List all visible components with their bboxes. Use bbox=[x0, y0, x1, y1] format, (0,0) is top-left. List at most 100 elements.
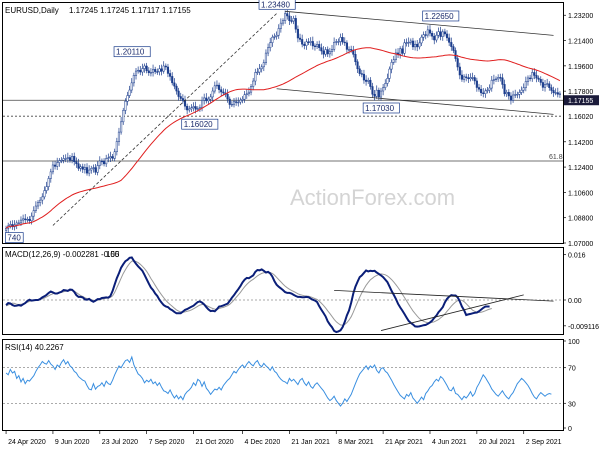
candle-body bbox=[492, 79, 495, 81]
candle-body bbox=[264, 52, 268, 63]
candle-body bbox=[445, 33, 449, 39]
candle-body bbox=[245, 93, 248, 95]
candle-body bbox=[258, 68, 261, 73]
candle-body bbox=[392, 59, 395, 63]
candle-body bbox=[531, 72, 534, 80]
candle-body bbox=[303, 43, 306, 46]
candle-body bbox=[441, 31, 444, 37]
candle-body bbox=[77, 163, 80, 169]
candle-body bbox=[301, 39, 304, 45]
candle-body bbox=[371, 86, 374, 95]
candle-body bbox=[54, 164, 57, 167]
candle-body bbox=[60, 159, 63, 162]
candle-body bbox=[64, 158, 67, 160]
candle-body bbox=[88, 169, 91, 174]
candle-body bbox=[416, 43, 419, 48]
date-tick-label: 8 Mar 2021 bbox=[338, 439, 374, 446]
candle-body bbox=[107, 157, 110, 159]
fib-label: 61.8 bbox=[549, 154, 563, 161]
candle-body bbox=[494, 78, 498, 80]
candle-body bbox=[209, 96, 212, 100]
price-tick-label: 1.10600 bbox=[568, 190, 593, 197]
candle-body bbox=[196, 108, 199, 110]
date-tick-label: 21 Oct 2020 bbox=[196, 439, 234, 446]
candle-body bbox=[186, 105, 189, 111]
macd-line bbox=[5, 256, 490, 334]
candle-body bbox=[431, 32, 434, 37]
candle-body bbox=[192, 106, 195, 109]
candle-body bbox=[254, 72, 257, 82]
macd-panel-frame bbox=[2, 247, 564, 335]
candle-body bbox=[66, 157, 69, 159]
date-tick-label: 23 Jul 2020 bbox=[102, 439, 138, 446]
macd-tick-label: 0.016 bbox=[568, 253, 586, 260]
candle-body bbox=[181, 98, 184, 101]
candle-body bbox=[273, 36, 276, 38]
candle-body bbox=[198, 107, 201, 109]
candle-body bbox=[469, 77, 472, 80]
candle-body bbox=[85, 167, 89, 174]
candle-body bbox=[548, 83, 551, 88]
price-axis: 1.232001.214001.196001.178001.160001.142… bbox=[563, 13, 599, 248]
candle-body bbox=[424, 34, 427, 36]
price-label-text: 1.23480 bbox=[261, 0, 290, 9]
candle-body bbox=[535, 75, 538, 79]
candle-body bbox=[556, 92, 559, 95]
candle-body bbox=[422, 34, 425, 38]
candle-body bbox=[373, 94, 376, 97]
candle-body bbox=[203, 97, 206, 101]
candle-body bbox=[247, 91, 250, 95]
candle-body bbox=[188, 108, 191, 111]
candle-body bbox=[305, 41, 308, 46]
candle-body bbox=[30, 215, 33, 222]
candle-body bbox=[5, 227, 8, 231]
candle-body bbox=[356, 61, 359, 70]
candle-body bbox=[367, 79, 370, 82]
price-label-text: 1.20110 bbox=[116, 48, 145, 57]
price-tick-label: 1.07000 bbox=[568, 241, 593, 248]
candle-body bbox=[71, 156, 74, 161]
candle-body bbox=[164, 65, 167, 68]
candle-body bbox=[122, 110, 125, 123]
candle-body bbox=[177, 90, 180, 97]
candle-body bbox=[205, 97, 208, 102]
candle-body bbox=[147, 70, 150, 73]
rsi-title: RSI(14) 40.2267 bbox=[5, 343, 64, 352]
candle-body bbox=[322, 50, 325, 55]
candle-body bbox=[522, 87, 525, 91]
candle-body bbox=[543, 84, 547, 88]
candle-body bbox=[552, 90, 555, 93]
candle-body bbox=[109, 156, 112, 159]
price-tick-label: 1.08800 bbox=[568, 216, 593, 223]
macd-title: MACD(12,26,9) -0.002281 -0.00 bbox=[5, 250, 120, 259]
candle-body bbox=[56, 162, 59, 167]
candle-body bbox=[316, 44, 319, 47]
candle-body bbox=[51, 164, 54, 173]
symbol-header: EURUSD,Daily bbox=[5, 6, 59, 15]
candle-body bbox=[384, 83, 387, 88]
candle-body bbox=[81, 166, 84, 170]
price-tick-label: 1.12400 bbox=[568, 165, 593, 172]
candle-body bbox=[145, 65, 148, 72]
candle-body bbox=[354, 54, 357, 63]
candle-body bbox=[390, 62, 393, 70]
candle-body bbox=[215, 84, 219, 87]
candle-body bbox=[134, 70, 138, 76]
candle-body bbox=[213, 85, 216, 92]
candle-body bbox=[360, 73, 363, 75]
rsi-tick-label: 30 bbox=[568, 401, 576, 408]
ohlc-readout: 1.17245 1.17245 1.17117 1.17155 bbox=[69, 6, 191, 15]
macd-axis: 0.016 0.00 -0.009116 bbox=[563, 253, 599, 331]
trendline bbox=[52, 13, 277, 226]
candle-body bbox=[9, 224, 12, 227]
candle-body bbox=[73, 156, 76, 162]
candle-body bbox=[100, 160, 103, 163]
candle-body bbox=[252, 80, 255, 87]
price-tick-label: 1.21400 bbox=[568, 39, 593, 46]
candle-body bbox=[132, 75, 135, 84]
candle-body bbox=[75, 161, 78, 164]
candle-body bbox=[19, 219, 23, 224]
candle-body bbox=[394, 52, 397, 60]
